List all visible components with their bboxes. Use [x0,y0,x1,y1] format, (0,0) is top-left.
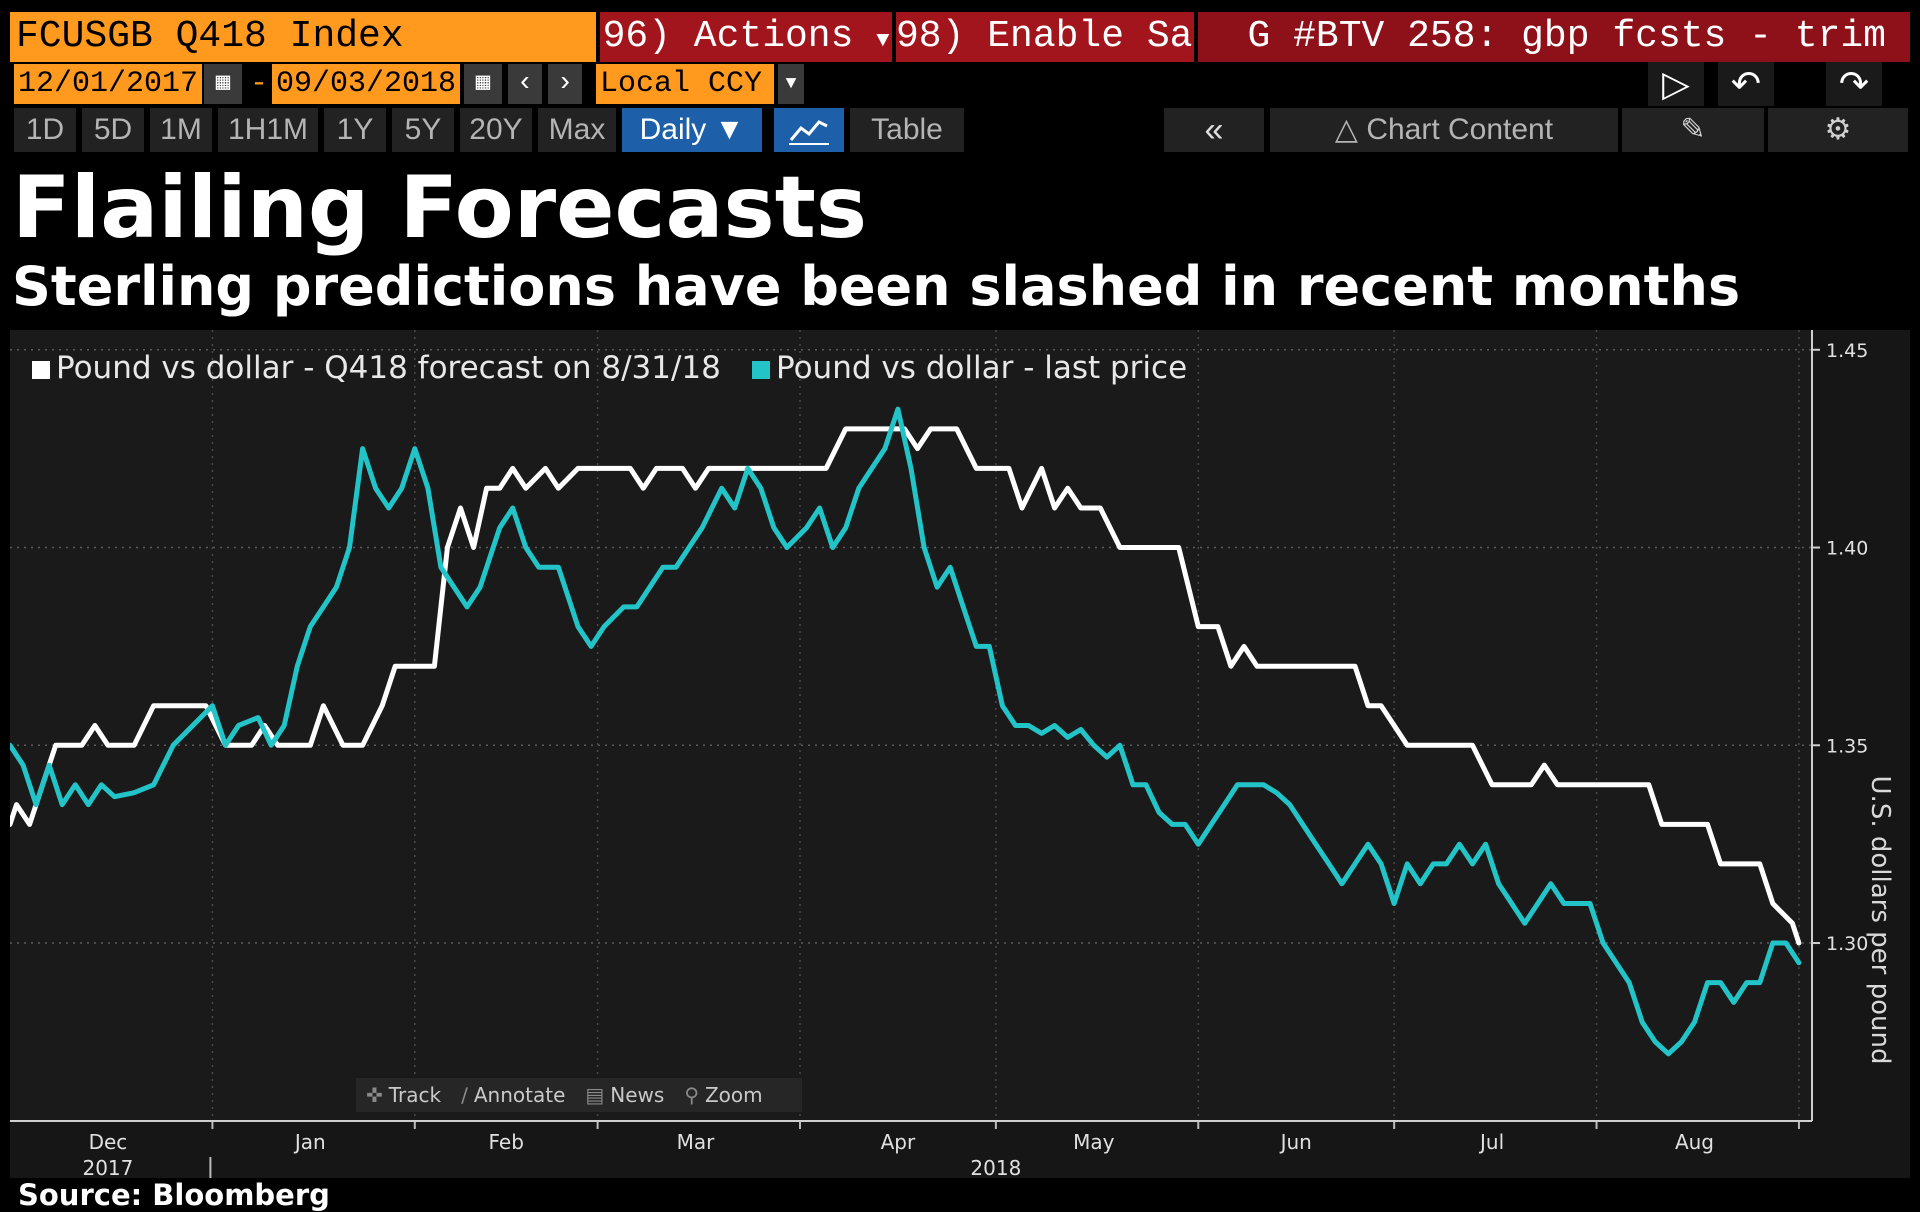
track-tool[interactable]: ✜ Track [356,1083,451,1107]
period-1y-button[interactable]: 1Y [324,108,386,152]
legend-swatch-last-price [752,360,770,379]
undo-icon[interactable]: ↶ [1718,62,1774,106]
period-20y-button[interactable]: 20Y [460,108,532,152]
calendar-icon[interactable]: ▦ [464,64,502,104]
chart-content-label: Chart Content [1366,113,1554,146]
period-5y-button[interactable]: 5Y [392,108,454,152]
frequency-label: Daily [639,113,707,146]
crosshair-icon: ✜ [366,1083,383,1107]
chart-content-button[interactable]: △ Chart Content [1270,108,1618,152]
zoom-tool[interactable]: ⚲ Zoom [674,1083,772,1107]
x-tick-label: Mar [677,1130,716,1154]
calendar-icon[interactable]: ▦ [204,64,242,104]
gear-icon[interactable]: ⚙ [1768,108,1908,152]
chart-subtitle: Sterling predictions have been slashed i… [12,255,1741,318]
chevron-left-icon[interactable]: ‹ [508,64,542,104]
chevron-down-icon: ▼ [714,113,745,146]
news-icon: ▤ [585,1083,605,1107]
x-tick-label: Jan [293,1130,326,1154]
annotate-label: Annotate [473,1083,566,1107]
legend-item-last-price[interactable]: Pound vs dollar - last price [752,350,1187,386]
period-1h1m-button[interactable]: 1H1M [218,108,318,152]
date-range-separator: - [250,67,269,101]
period-1m-button[interactable]: 1M [150,108,212,152]
chart-title: Flailing Forecasts [12,158,868,258]
start-date-input[interactable]: 12/01/2017 [14,64,202,104]
chart-svg: 1.30 1.35 1.40 1.45 Dec Jan Feb Mar Apr May Jun Jul… [10,330,1868,1178]
command-line[interactable]: G #BTV 258: gbp fcsts - trim [1198,12,1910,62]
x-tick-label: Dec [89,1130,128,1154]
chart-panel: 1.30 1.35 1.40 1.45 Dec Jan Feb Mar Apr May Jun Jul… [10,330,1910,1178]
edit-icon[interactable]: ✎ [1622,108,1764,152]
legend-item-forecast[interactable]: Pound vs dollar - Q418 forecast on 8/31/… [32,350,721,386]
y-axis-title-text: U.S. dollars per pound [1865,775,1895,1065]
period-max-button[interactable]: Max [538,108,616,152]
double-chevron-left-icon[interactable]: « [1164,108,1264,152]
series-line-forecast [10,426,1802,946]
x-tick-label: May [1073,1130,1115,1154]
period-5d-button[interactable]: 5D [82,108,144,152]
actions-button[interactable]: 96) Actions ▼ [600,12,892,62]
legend-swatch-forecast [32,360,50,379]
enable-save-button[interactable]: 98) Enable Save [896,12,1194,62]
annotate-tool[interactable]: ∕ Annotate [451,1083,575,1107]
end-date-input[interactable]: 09/03/2018 [272,64,460,104]
track-label: Track [388,1083,442,1107]
x-tick-label: Jun [1279,1130,1312,1154]
x-year-label: 2018 [970,1156,1021,1178]
news-tool[interactable]: ▤ News [575,1083,674,1107]
y-tick-label: 1.30 [1826,933,1868,955]
series-line-last-price [10,406,1802,1057]
frequency-select[interactable]: Daily ▼ [622,108,762,152]
actions-label: 96) Actions [602,15,854,58]
x-tick-label: Feb [488,1130,523,1154]
pencil-icon: ∕ [461,1083,468,1107]
y-tick-label: 1.40 [1826,538,1868,560]
chevron-down-icon[interactable]: ▼ [778,64,804,104]
magnifier-icon: ⚲ [684,1083,699,1107]
y-tick-label: 1.35 [1826,735,1868,757]
source-note: Source: Bloomberg [18,1178,330,1212]
x-tick-label: Aug [1675,1130,1714,1154]
x-tick-label: Jul [1478,1130,1504,1154]
x-year-label: 2017 [82,1156,133,1178]
chart-content-icon: △ [1334,113,1358,146]
table-button[interactable]: Table [850,108,964,152]
x-tick-label: Apr [881,1130,916,1154]
chevron-right-icon[interactable]: › [548,64,582,104]
legend-label-last-price: Pound vs dollar - last price [776,350,1188,386]
news-label: News [610,1083,665,1107]
chart-tools-bar: ✜ Track ∕ Annotate ▤ News ⚲ Zoom [356,1078,802,1112]
security-ticker-field[interactable]: FCUSGB Q418 Index [10,12,596,62]
play-icon[interactable]: ▷ [1648,62,1704,106]
line-chart-icon[interactable] [774,108,844,152]
dropdown-caret-icon: ▼ [876,28,890,53]
currency-select[interactable]: Local CCY [596,64,774,104]
redo-icon[interactable]: ↷ [1826,62,1882,106]
period-1d-button[interactable]: 1D [14,108,76,152]
y-tick-label: 1.45 [1826,340,1868,362]
legend-label-forecast: Pound vs dollar - Q418 forecast on 8/31/… [56,350,721,386]
zoom-label: Zoom [704,1083,763,1107]
